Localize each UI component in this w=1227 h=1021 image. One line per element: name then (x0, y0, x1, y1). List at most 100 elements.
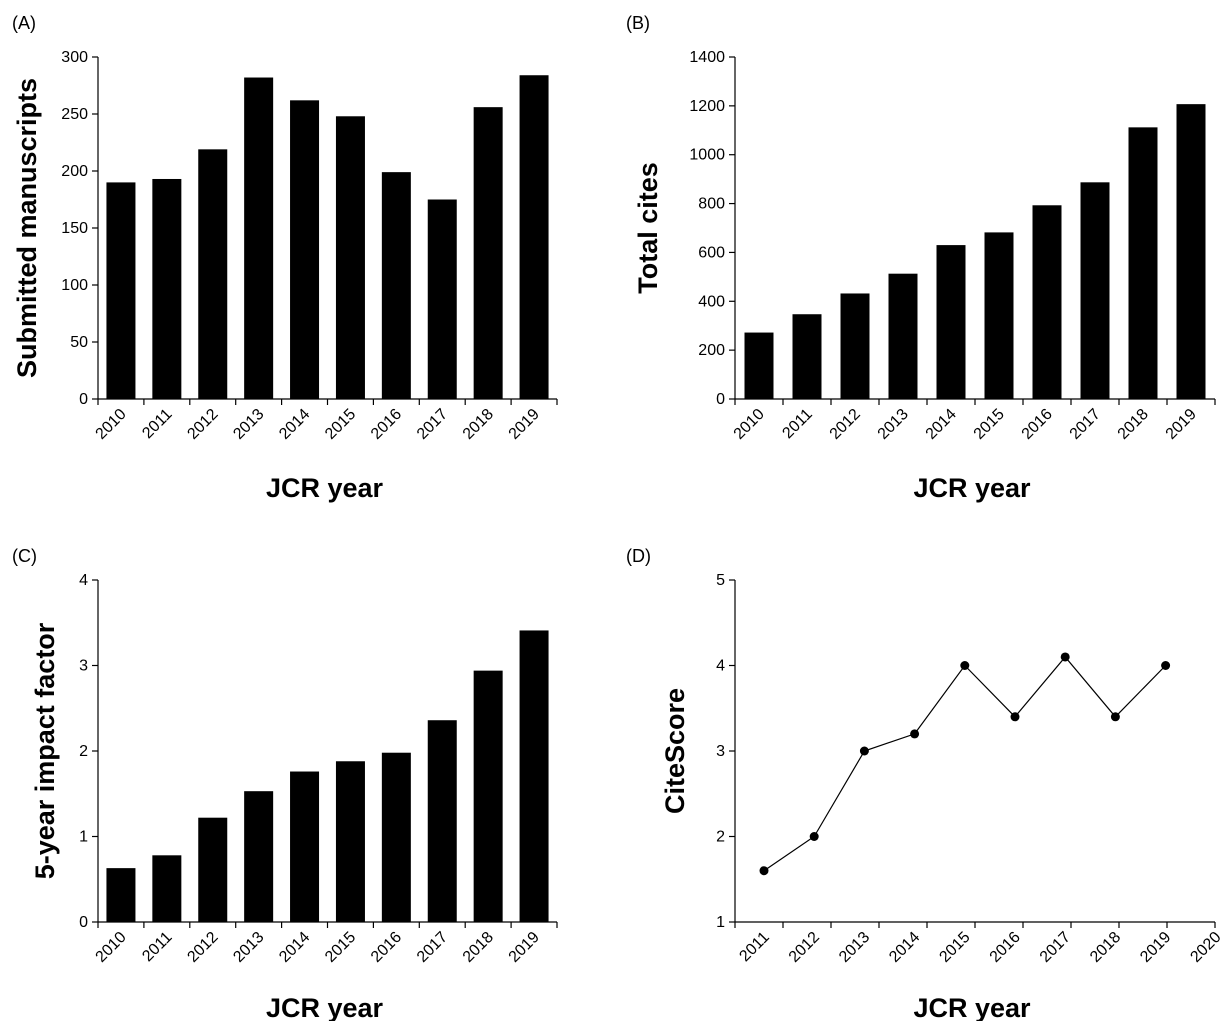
chart-panel-d: (D) 1 2 3 4 5 2011 2012 2013 2014 2015 2016 2017 2018… (626, 546, 1225, 1021)
bar-2010 (744, 332, 774, 399)
x-axis-title: JCR year (913, 993, 1031, 1021)
x-tick-label: 2018 (1115, 406, 1152, 443)
bar-2015 (335, 761, 365, 922)
panel-label: (D) (626, 546, 651, 566)
y-tick-label: 5 (716, 572, 725, 589)
y-tick-label: 600 (698, 244, 725, 261)
data-point-2011 (759, 866, 769, 876)
x-tick-label: 2012 (786, 929, 823, 966)
bar-2014 (936, 245, 966, 399)
x-tick-label: 2010 (93, 929, 130, 966)
y-tick-label: 2 (79, 743, 88, 760)
y-axis-title: CiteScore (660, 688, 690, 814)
y-tick-label: 1 (716, 914, 725, 931)
y-tick-label: 0 (716, 391, 725, 408)
x-tick-label: 2013 (875, 406, 912, 443)
data-point-2017 (1060, 652, 1070, 662)
x-tick-label: 2011 (779, 406, 815, 442)
bar-2019 (519, 75, 549, 400)
x-tick-label: 2011 (736, 929, 772, 965)
x-tick-label: 2020 (1187, 929, 1224, 966)
panel-label: (B) (626, 13, 650, 33)
bar-2014 (290, 100, 320, 399)
y-tick-label: 1400 (689, 49, 725, 66)
x-tick-label: 2019 (1137, 929, 1174, 966)
bar-2017 (427, 199, 457, 399)
x-tick-label: 2018 (460, 929, 497, 966)
bar-2011 (152, 855, 182, 922)
x-tick-label: 2016 (368, 929, 405, 966)
bar-2011 (152, 178, 182, 399)
data-point-2019 (1161, 661, 1171, 670)
y-tick-label: 0 (79, 391, 88, 408)
chart-panel-b: (B) 0 200 400 600 800 1000 1200 1400 2010 2011 2012… (626, 13, 1216, 503)
y-axis-title: Total cites (633, 162, 663, 294)
y-tick-label: 200 (698, 342, 725, 359)
y-tick-label: 800 (698, 196, 725, 213)
x-tick-label: 2014 (886, 929, 923, 966)
chart-panel-c: (C) 0 1 2 3 4 2010 2011 2012 2013 2014 2015 2016 2017… (12, 546, 558, 1021)
x-axis-title: JCR year (913, 473, 1031, 503)
bar-2012 (198, 149, 228, 399)
x-tick-label: 2013 (230, 406, 267, 443)
x-tick-label: 2016 (368, 406, 405, 443)
bar-2014 (290, 771, 320, 922)
data-point-2012 (809, 832, 819, 841)
data-point-2016 (1010, 712, 1020, 722)
x-tick-label: 2012 (827, 406, 864, 443)
x-tick-label: 2011 (139, 406, 175, 442)
bar-2017 (1080, 182, 1110, 399)
y-tick-label: 150 (61, 220, 88, 237)
x-tick-label: 2015 (322, 929, 359, 966)
bar-2011 (792, 314, 822, 399)
bar-2010 (106, 182, 136, 399)
y-tick-label: 3 (79, 658, 88, 675)
bar-2018 (1128, 127, 1158, 400)
x-tick-label: 2018 (460, 406, 497, 443)
y-tick-label: 4 (79, 572, 88, 589)
bar-2013 (888, 273, 918, 399)
x-tick-label: 2012 (184, 929, 221, 966)
data-point-2018 (1110, 712, 1120, 722)
bar-2015 (984, 232, 1014, 399)
y-axis-title: 5-year impact factor (30, 622, 60, 879)
x-tick-label: 2015 (936, 929, 973, 966)
bar-2012 (840, 293, 870, 399)
y-axis-title: Submitted manuscripts (12, 78, 42, 378)
bar-2012 (198, 817, 228, 922)
x-tick-label: 2013 (836, 929, 873, 966)
y-tick-label: 300 (61, 49, 88, 66)
bar-2018 (473, 670, 503, 922)
y-tick-label: 1 (79, 829, 88, 846)
y-tick-label: 50 (70, 334, 88, 351)
bar-2013 (244, 791, 274, 922)
x-axis-title: JCR year (266, 993, 384, 1021)
y-tick-label: 2 (716, 829, 725, 846)
x-tick-label: 2019 (506, 929, 543, 966)
bar-2016 (1032, 205, 1062, 399)
x-tick-label: 2017 (1037, 929, 1074, 966)
bar-2010 (106, 868, 136, 922)
x-tick-label: 2019 (1163, 406, 1200, 443)
y-tick-label: 250 (61, 106, 88, 123)
x-tick-label: 2017 (1067, 406, 1104, 443)
x-axis-title: JCR year (266, 473, 384, 503)
panel-label: (C) (12, 546, 37, 566)
x-tick-label: 2017 (414, 929, 451, 966)
x-tick-label: 2016 (1019, 406, 1056, 443)
x-tick-label: 2010 (93, 406, 130, 443)
x-tick-label: 2014 (276, 406, 313, 443)
series-line (763, 656, 1167, 872)
bar-2015 (335, 116, 365, 399)
y-tick-label: 100 (61, 277, 88, 294)
x-tick-label: 2017 (414, 406, 451, 443)
x-tick-label: 2014 (923, 406, 960, 443)
bar-2019 (1176, 104, 1206, 399)
x-tick-label: 2014 (276, 929, 313, 966)
data-point-2013 (859, 746, 869, 756)
y-tick-label: 400 (698, 293, 725, 310)
x-tick-label: 2015 (971, 406, 1008, 443)
bar-2016 (381, 172, 411, 399)
